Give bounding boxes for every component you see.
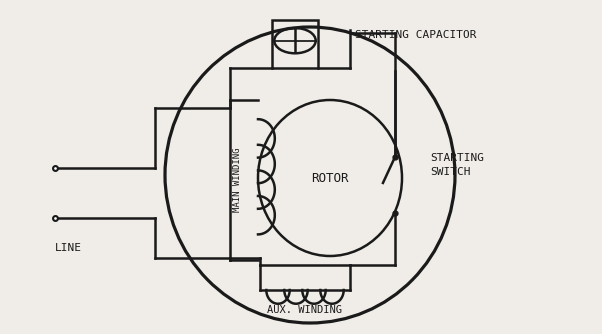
Text: MAIN WINDING: MAIN WINDING <box>234 148 243 212</box>
Text: STARTING
SWITCH: STARTING SWITCH <box>430 153 484 177</box>
Text: ROTOR: ROTOR <box>311 171 349 184</box>
Bar <box>272 20 318 68</box>
Text: LINE: LINE <box>55 243 82 253</box>
Text: STARTING CAPACITOR: STARTING CAPACITOR <box>355 30 477 40</box>
Text: AUX. WINDING: AUX. WINDING <box>267 305 343 315</box>
